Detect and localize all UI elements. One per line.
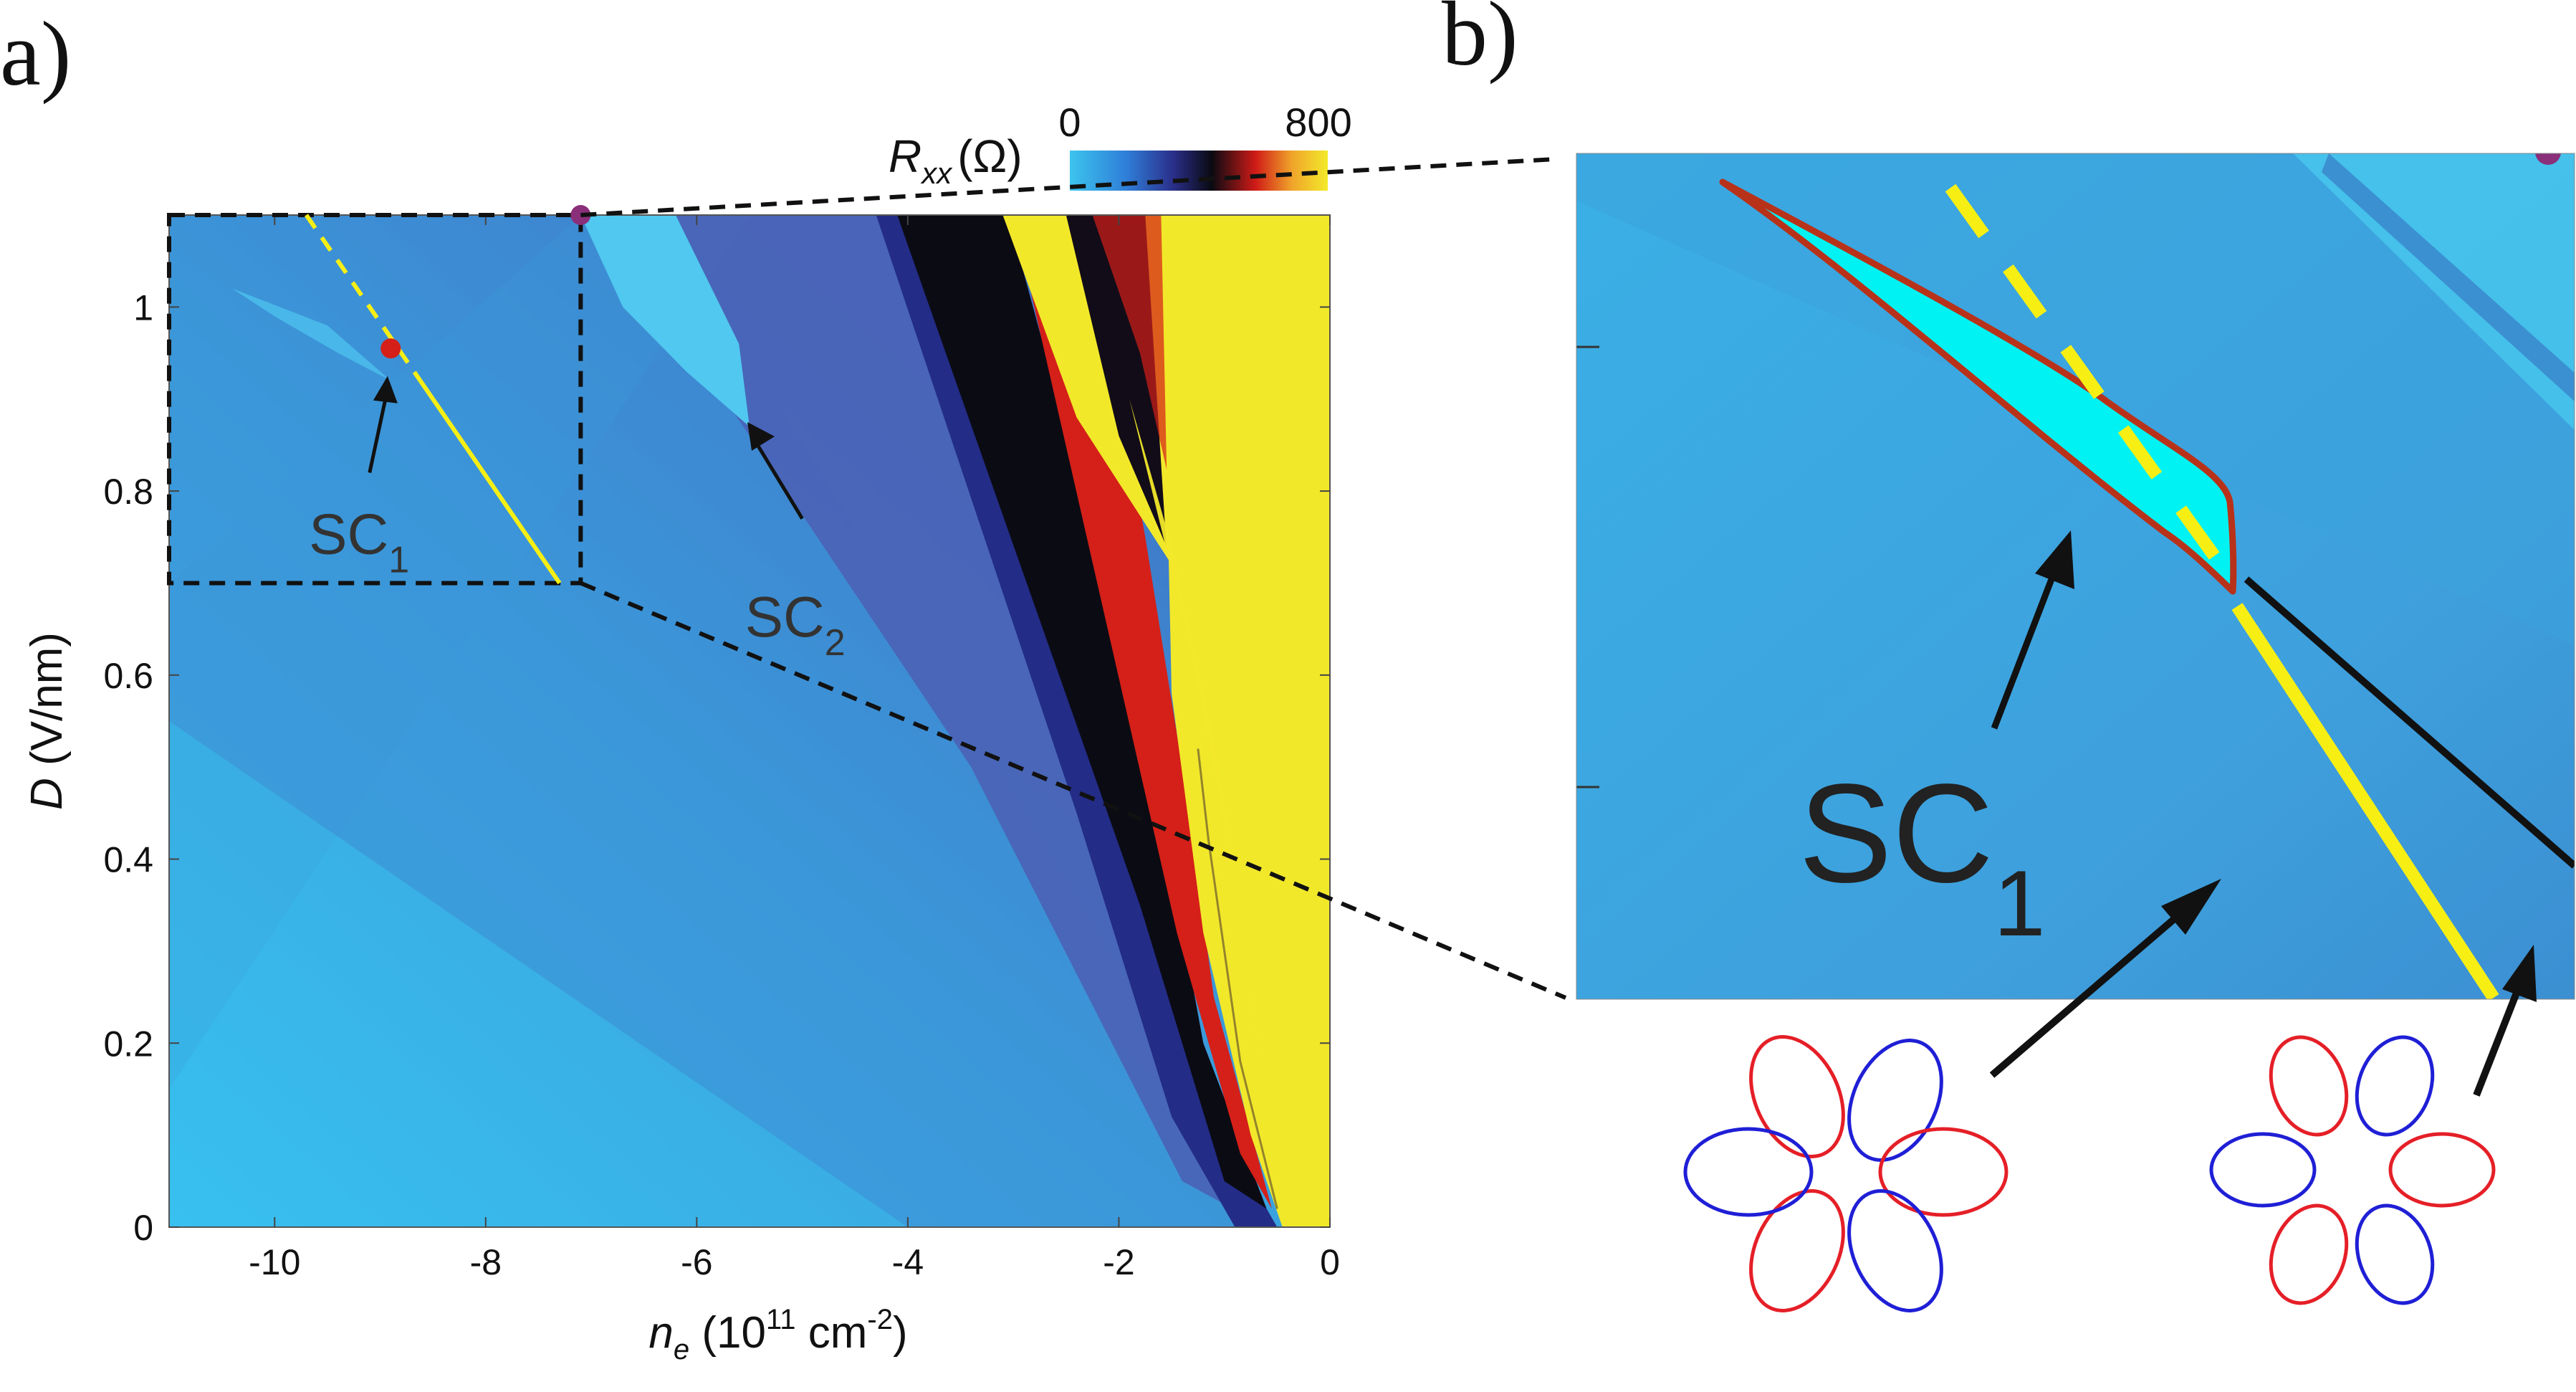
x-axis-label-xlabel-sub: e — [674, 1334, 689, 1365]
zoom-connector-bottom — [580, 581, 1567, 1000]
inset-sc1-sub: 1 — [1993, 851, 2045, 955]
region-light-blue-wedge — [169, 215, 750, 1090]
region-red-tongue — [1092, 215, 1172, 492]
region-blue-violet — [601, 215, 1267, 1227]
x-axis-label-xlabel-rest: (10 — [689, 1308, 766, 1358]
sc2-arrow-head — [747, 421, 775, 451]
valley-lobe-8 — [2355, 1035, 2435, 1137]
inset-corner-band — [2293, 153, 2575, 430]
sc1-region — [1719, 178, 2237, 595]
region-sc2-pocket — [580, 215, 750, 427]
zoom-box — [167, 213, 583, 586]
x-axis-label-xlabel-sup1: 11 — [766, 1304, 796, 1335]
region-sc1-pocket — [232, 288, 391, 381]
y-tick-label: 1 — [133, 287, 153, 328]
zoom-connector-top — [580, 157, 1556, 217]
valley-lobe-11 — [2269, 1203, 2349, 1305]
sc2-label-sub: 2 — [825, 622, 846, 664]
x-axis-label-xlabel-end: ) — [893, 1308, 908, 1358]
valley-diagram-overlapping — [1683, 1035, 2008, 1312]
x-axis-label-xlabel-rest2: cm — [796, 1308, 868, 1358]
arrow-left-head — [2161, 879, 2221, 935]
inset-guide-solid — [2231, 603, 2499, 999]
x-tick-label: -6 — [681, 1242, 712, 1282]
x-axis-label-xlabel-sup2: -2 — [867, 1304, 893, 1335]
colorbar-title-sub: xx — [920, 156, 953, 190]
dark-trace — [1197, 748, 1278, 1209]
sc1-label-sub: 1 — [388, 539, 409, 581]
colorbar-title-unit: (Ω) — [957, 130, 1022, 182]
valley-lobe-3 — [1878, 1127, 2008, 1217]
sc1-label: SC1 — [309, 502, 409, 581]
region-black — [897, 215, 1267, 1209]
x-tick-label: -8 — [470, 1242, 502, 1282]
valley-diagram-separated — [2209, 1035, 2496, 1305]
valley-lobe-12 — [2209, 1132, 2317, 1208]
guide-line-dashed — [304, 214, 422, 382]
arrow-right-head — [2502, 945, 2537, 1002]
valley-lobe-10 — [2355, 1203, 2435, 1305]
heatmap-image — [169, 215, 1330, 1227]
data-point — [380, 338, 401, 359]
x-tick-label: -2 — [1103, 1242, 1134, 1282]
zoom-connectors — [580, 157, 1567, 1000]
inset-guide-dashed — [1945, 183, 2243, 592]
region-mid-blue — [169, 215, 1278, 1227]
inset-arrow-shaft — [1991, 565, 2060, 730]
y-tick-label: 0.2 — [103, 1024, 153, 1064]
arrow-right-shaft — [2473, 981, 2524, 1097]
x-axis-label: ne (1011 cm-2) — [648, 1304, 907, 1365]
arrow-left-shaft — [1989, 900, 2196, 1078]
colorbar-title: Rxx (Ω) — [889, 130, 1023, 190]
x-axis-label-xlabel-main: n — [648, 1308, 673, 1358]
colorbar-gradient — [1070, 151, 1328, 191]
plot-frame — [168, 214, 1331, 1228]
colorbar: 0 800 Rxx (Ω) — [889, 100, 1352, 191]
sc1-label-main: SC — [309, 502, 388, 566]
valley-lobe-4 — [1847, 1189, 1943, 1312]
x-tick-label: -4 — [892, 1242, 924, 1282]
panel-b-label: b) — [1442, 0, 1518, 85]
inset-dark-stripe — [2322, 153, 2575, 401]
inset-arrow-head — [2035, 530, 2074, 589]
sc2-label: SC2 — [745, 585, 846, 664]
inset-sc1-main: SC — [1799, 755, 1993, 912]
valley-lobe-9 — [2388, 1132, 2496, 1208]
inset-sc1-label: SC1 — [1799, 755, 2046, 955]
inset-black-line — [2244, 576, 2575, 869]
sc1-arrow-shaft — [368, 399, 388, 473]
inset-purple-dot — [2535, 153, 2561, 165]
colorbar-min-label: 0 — [1058, 100, 1081, 145]
x-tick-label: -10 — [249, 1242, 300, 1282]
colorbar-title-main: R — [889, 130, 921, 182]
y-tick-label: 0 — [133, 1208, 153, 1248]
valley-lobe-7 — [2269, 1035, 2349, 1137]
y-axis-label: D (V/nm) — [22, 632, 72, 810]
y-axis-label-main: D — [22, 778, 72, 810]
y-tick-label: 0.8 — [103, 472, 153, 512]
panel-a-label: a) — [0, 3, 71, 105]
sc2-label-main: SC — [745, 585, 825, 649]
y-tick-label: 0.6 — [103, 656, 153, 696]
x-tick-label: 0 — [1320, 1242, 1340, 1282]
valley-lobe-1 — [1749, 1035, 1845, 1158]
region-yellow — [1161, 215, 1330, 1227]
valley-lobe-2 — [1847, 1039, 1943, 1162]
valley-lobe-5 — [1749, 1189, 1845, 1312]
colorbar-max-label: 800 — [1285, 100, 1351, 145]
y-axis-label-rest: (V/nm) — [22, 632, 72, 778]
guide-line-solid — [418, 379, 562, 585]
sc1-arrow-head — [373, 376, 398, 404]
y-tick-label: 0.4 — [103, 840, 153, 880]
inset-panel: SC1 — [1576, 153, 2575, 1000]
region-red — [1013, 215, 1272, 1209]
valley-lobe-6 — [1683, 1127, 1814, 1217]
sc2-arrow-shaft — [753, 439, 804, 520]
